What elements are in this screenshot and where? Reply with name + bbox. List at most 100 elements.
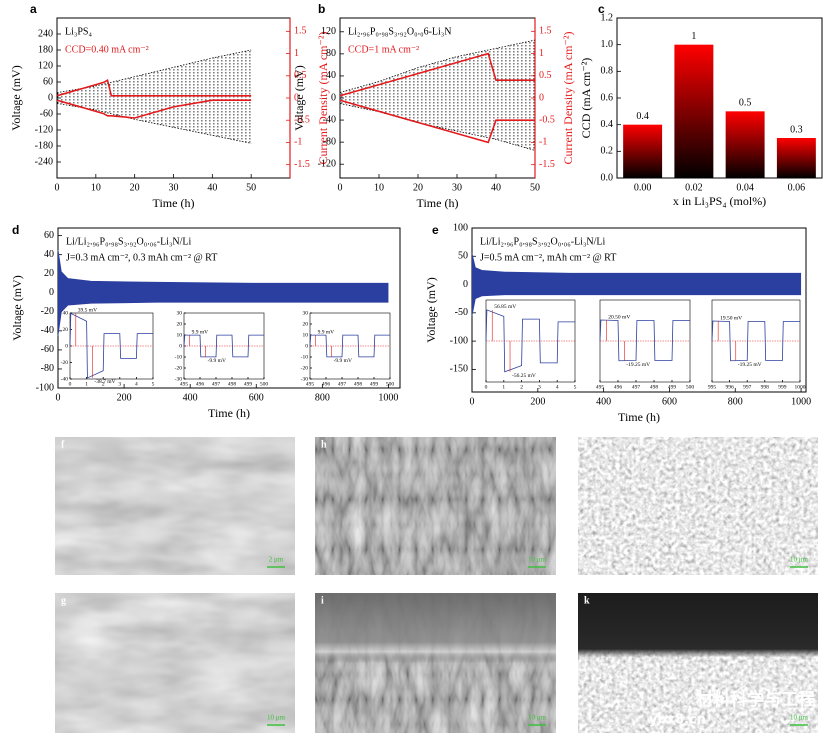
inset-line (309, 334, 390, 358)
y-tick-label: 180 (38, 44, 53, 55)
y-tick-label: -50 (455, 307, 468, 318)
panel-letter: a (30, 2, 37, 16)
x-axis-label: Time (h) (208, 406, 250, 420)
y-tick-label: -40 (323, 114, 336, 125)
x-tick-label: 800 (315, 392, 330, 403)
x-tick-label: 40 (491, 182, 501, 193)
x-tick-label: 400 (183, 392, 198, 403)
y-tick-label: -150 (450, 364, 468, 375)
y-tick-label: 0 (331, 92, 336, 103)
x-tick-label: 0 (485, 384, 488, 390)
y-tick-label: -80 (41, 363, 54, 374)
image-letter: i (321, 595, 324, 606)
x-tick-label: 10 (374, 182, 384, 193)
y2-tick-label: 0.5 (539, 70, 552, 81)
formula: Li/Li₂.₉₆P₀.₉₈S₃.₉₂O₀.₀₆-Li₃N/Li (480, 236, 606, 247)
y-tick-label: 40 (63, 310, 69, 316)
x-tick-label: 200 (117, 392, 132, 403)
y-tick-label: 20 (177, 321, 183, 327)
series-line (57, 301, 389, 336)
value-label: 0.3 (790, 124, 803, 135)
x-tick-label: 20 (130, 182, 140, 193)
series-line (57, 249, 389, 284)
inset-annotation: 39.5 mV (78, 308, 97, 314)
x-tick-label: 500 (386, 381, 395, 387)
condition: J=0.3 mA cm⁻², 0.3 mAh cm⁻² @ RT (66, 252, 217, 263)
x-tick-label: 1 (85, 381, 88, 387)
inset-annotation: 19.50 mV (720, 315, 742, 321)
series-line (471, 294, 802, 316)
inset-annotation: -19.25 mV (626, 362, 650, 368)
bar (674, 44, 714, 178)
y2-tick-label: -1.5 (539, 159, 555, 170)
x-tick-label: 30 (169, 182, 179, 193)
x-tick-label: 0 (338, 182, 343, 193)
y-axis-label: Voltage (mV) (424, 277, 438, 342)
sem-image (578, 437, 818, 575)
sem-image (315, 437, 556, 575)
y-tick-label: 50 (458, 251, 468, 262)
x-tick-label: 498 (354, 381, 363, 387)
x-tick-label: 497 (338, 381, 347, 387)
inset-annotation: 9.9 mV (318, 329, 335, 335)
y-tick-label: 10 (177, 332, 183, 338)
ccd-label: CCD=0.40 mA cm⁻² (65, 44, 149, 55)
x-tick-label: 0 (470, 396, 475, 407)
series-line (56, 99, 252, 119)
y-tick-label: 20 (303, 321, 309, 327)
sem-top-region (315, 593, 556, 733)
x-tick-label: 499 (370, 381, 379, 387)
y-tick-label: 0 (65, 343, 68, 349)
bar (776, 138, 816, 178)
inset-line (485, 309, 575, 373)
inset-line (69, 312, 153, 379)
x-tick-label: 600 (249, 392, 264, 403)
x-tick-label: 0.04 (736, 182, 754, 193)
formula: Li₃PS₄ (65, 26, 92, 37)
x-tick-label: 0 (56, 392, 61, 403)
y-tick-label: -40 (41, 325, 54, 336)
y2-tick-label: -1.5 (294, 159, 310, 170)
x-tick-label: 30 (452, 182, 462, 193)
scale-bar-label: 2 μm (269, 556, 284, 564)
y2-tick-label: -0.5 (294, 115, 310, 126)
inset-annotation: -19.25 mV (738, 362, 762, 368)
y-tick-label: 20 (63, 327, 69, 333)
y-axis-label: Voltage (mV) (292, 65, 306, 130)
sem-image (55, 437, 295, 575)
inset-line (183, 334, 264, 358)
inset-line (711, 320, 800, 362)
panel-letter: b (318, 2, 325, 16)
y-tick-label: -10 (175, 354, 183, 360)
voltage-band (57, 50, 252, 144)
x-tick-label: 999 (778, 384, 787, 390)
y-tick-label: 0 (305, 343, 308, 349)
x-tick-label: 498 (228, 381, 237, 387)
sem-image (55, 593, 295, 733)
scale-bar-label: 10 μm (528, 556, 547, 564)
x-tick-label: 10 (91, 182, 101, 193)
y2-tick-label: 0.5 (294, 70, 307, 81)
y-tick-label: -180 (35, 140, 53, 151)
y2-tick-label: -1 (294, 137, 302, 148)
y-tick-label: -20 (175, 365, 183, 371)
y2-tick-label: -1 (539, 137, 547, 148)
inset-line (599, 319, 690, 362)
x-tick-label: 1 (502, 384, 505, 390)
inset-annotation: -9.9 mV (334, 358, 352, 364)
x-tick-label: 5 (152, 381, 155, 387)
y2-tick-label: -0.5 (539, 115, 555, 126)
inset-annotation: 9.9 mV (192, 329, 209, 335)
formula: Li/Li₂.₉₆P₀.₉₈S₃.₉₂O₀.₀₆-Li₃N/Li (66, 236, 192, 247)
inset-annotation: 20.50 mV (608, 314, 630, 320)
x-tick-label: 497 (632, 384, 641, 390)
value-label: 1 (691, 31, 696, 42)
y-tick-label: 60 (43, 76, 53, 87)
y-axis-label: Voltage (mV) (9, 65, 23, 130)
x-tick-label: 1000 (795, 384, 806, 390)
series-line (56, 102, 252, 144)
x-tick-label: 0.06 (788, 182, 806, 193)
y-tick-label: 120 (38, 60, 53, 71)
y-tick-label: 1.2 (601, 12, 614, 23)
x-axis-label: Time (h) (153, 196, 195, 210)
